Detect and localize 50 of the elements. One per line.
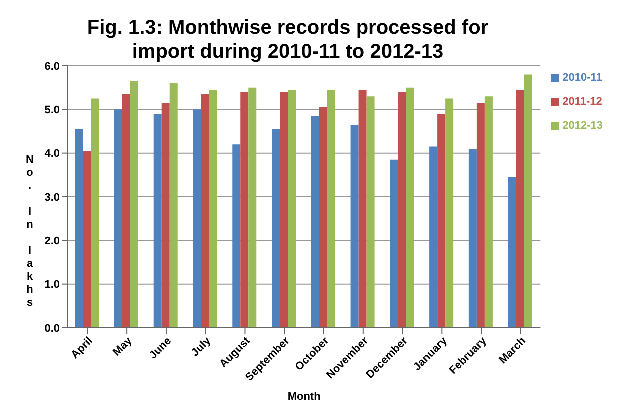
bar [193,110,202,328]
bar [476,103,485,328]
y-tick-label: 5.0 [44,104,60,117]
bar [209,90,218,328]
legend-label: 2011-12 [562,96,602,108]
bar [130,81,138,328]
bar [154,114,162,328]
bar [288,90,296,328]
bar [319,107,328,328]
bar [398,92,406,328]
chart-title: Fig. 1.3: Monthwise records processed for import during 2010-11 to 2012-13 [86,16,490,64]
bar [468,148,477,328]
bar [248,88,257,328]
y-tick-label: 4.0 [44,148,60,160]
bar [366,96,375,328]
bar [232,144,241,328]
bar [114,110,122,328]
bar [446,98,454,328]
bar [122,94,130,328]
bar [358,90,367,328]
bar [240,92,249,328]
y-tick-label: 3.0 [44,192,60,204]
x-tick-label: May [111,334,136,359]
bar [350,124,359,328]
x-axis-title: Month [288,391,322,403]
bar [272,129,280,328]
bar [438,114,446,328]
legend-label: 2010-11 [562,72,602,84]
bar [201,94,210,328]
bar [75,129,84,328]
bar [406,88,414,328]
legend-label: 2012-13 [562,120,603,132]
bar [280,92,288,328]
y-tick-label: 0.0 [44,322,60,335]
bar [170,83,178,328]
bar [327,90,336,328]
bar [311,116,320,328]
bar [516,90,524,328]
text: No. In lakhs [26,154,34,309]
bar [83,151,92,328]
y-tick-label: 6.0 [44,60,60,73]
bar [508,177,516,328]
bar [91,98,100,328]
bar [524,74,532,328]
bar [390,160,398,328]
y-tick-label: 2.0 [44,236,60,248]
bar [484,96,493,328]
y-tick-label: 1.0 [44,279,60,292]
bar [162,103,170,328]
bar [430,146,438,328]
